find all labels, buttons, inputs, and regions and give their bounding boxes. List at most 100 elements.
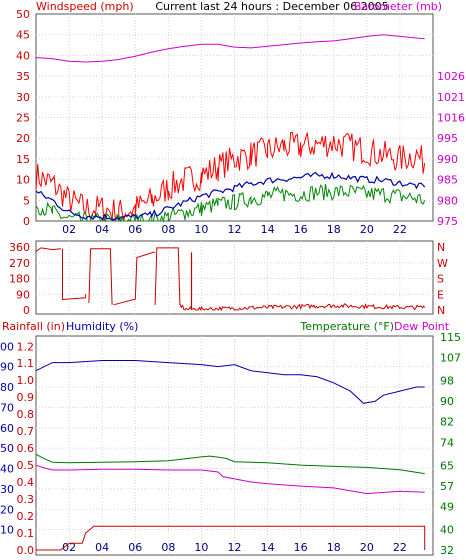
wind-average-line xyxy=(35,171,426,221)
x-tick-label: 06 xyxy=(128,541,142,554)
temperature-tick-label: 65 xyxy=(440,459,454,472)
humidity-axis-label: Humidity (%) xyxy=(66,320,138,333)
temperature-tick-label: 98 xyxy=(440,375,454,388)
x-tick-label: 02 xyxy=(62,541,76,554)
humidity-y-ticks: 10 20 30 40 50 60 70 80 90 100 xyxy=(0,340,14,536)
x-tick-label: 22 xyxy=(393,541,407,554)
x-tick-label: 02 xyxy=(62,223,76,236)
wind-direction-segment xyxy=(35,247,61,252)
temperature-tick-label: 32 xyxy=(440,544,454,557)
rainfall-tick-label: 1.2 xyxy=(17,340,35,353)
x-tick-label: 04 xyxy=(95,541,109,554)
x-tick-label: 16 xyxy=(294,541,308,554)
wind-direction-segment xyxy=(88,248,113,305)
x-tick-label: 16 xyxy=(294,223,308,236)
temperature-tick-label: 82 xyxy=(440,416,454,429)
barometer-tick-label: 1021 xyxy=(437,91,465,104)
rainfall-tick-label: 0.3 xyxy=(17,493,35,506)
x-tick-label: 04 xyxy=(95,223,109,236)
barometer-tick-label: 1026 xyxy=(437,70,465,83)
direction-compass-label: W xyxy=(437,257,448,270)
dew-point-axis-label: Dew Point xyxy=(394,320,450,333)
humidity-tick-label: 30 xyxy=(0,483,14,496)
temperature-axis-label: Temperature (°F) xyxy=(299,320,394,333)
windspeed-tick-label: 50 xyxy=(16,8,30,21)
rainfall-tick-label: 0.5 xyxy=(17,459,35,472)
windspeed-tick-label: 25 xyxy=(16,112,30,125)
direction-degree-label: 0 xyxy=(23,304,30,317)
dew-point-line xyxy=(35,464,425,495)
wind-panel-x-ticks: 02 04 06 08 10 12 14 16 18 20 22 xyxy=(62,223,407,236)
rainfall-tick-label: 0.9 xyxy=(17,391,35,404)
temperature-tick-label: 90 xyxy=(440,395,454,408)
temperature-y-ticks: 32 40 49 57 65 74 82 90 98 107 115 xyxy=(440,331,461,557)
windspeed-tick-label: 20 xyxy=(16,132,30,145)
direction-degree-label: 360 xyxy=(9,241,30,254)
rainfall-tick-label: 0.8 xyxy=(17,408,35,421)
direction-degree-label: 270 xyxy=(9,257,30,270)
humidity-tick-label: 20 xyxy=(0,503,14,516)
humidity-tick-label: 10 xyxy=(0,524,14,537)
wind-direction-segment xyxy=(154,247,181,305)
barometer-tick-label: 985 xyxy=(437,174,458,187)
rainfall-axis-label: Rainfall (in) xyxy=(2,320,65,333)
barometer-line xyxy=(35,34,425,63)
windspeed-tick-label: 5 xyxy=(23,194,30,207)
x-tick-label: 12 xyxy=(228,223,242,236)
temperature-tick-label: 57 xyxy=(440,480,454,493)
rainfall-tick-label: 0.0 xyxy=(17,544,35,557)
x-tick-label: 22 xyxy=(393,223,407,236)
rainfall-y-ticks: 0.0 0.1 0.2 0.3 0.4 0.5 0.6 0.7 0.8 0.9 1.0 1.1 1.2 xyxy=(17,340,35,557)
barometer-tick-label: 1016 xyxy=(437,112,465,125)
humidity-tick-label: 70 xyxy=(0,401,14,414)
direction-compass-label: E xyxy=(437,288,444,301)
windspeed-tick-label: 30 xyxy=(16,91,30,104)
rainfall-tick-label: 1.1 xyxy=(17,357,35,370)
wind-direction-segment xyxy=(113,299,136,306)
wind-direction-series xyxy=(35,247,426,312)
rainfall-line xyxy=(36,525,426,551)
direction-compass-label: N xyxy=(437,304,445,317)
temperature-tick-label: 115 xyxy=(440,331,461,344)
temperature-tick-label: 74 xyxy=(440,436,454,449)
x-tick-label: 06 xyxy=(128,223,142,236)
rainfall-tick-label: 0.2 xyxy=(17,510,35,523)
humidity-tick-label: 100 xyxy=(0,340,14,353)
x-tick-label: 10 xyxy=(194,541,208,554)
direction-degree-ticks: 0 90 180 270 360 xyxy=(9,241,30,317)
barometer-tick-label: 990 xyxy=(437,153,458,166)
x-tick-label: 08 xyxy=(161,541,175,554)
x-tick-label: 12 xyxy=(228,541,242,554)
x-tick-label: 18 xyxy=(327,223,341,236)
direction-compass-label: N xyxy=(437,241,445,254)
rainfall-tick-label: 1.0 xyxy=(17,374,35,387)
windspeed-tick-label: 15 xyxy=(16,153,30,166)
wind-direction-segment xyxy=(134,251,156,300)
barometer-tick-label: 975 xyxy=(437,215,458,228)
x-tick-label: 20 xyxy=(360,541,374,554)
humidity-tick-label: 50 xyxy=(0,442,14,455)
humidity-tick-label: 80 xyxy=(0,381,14,394)
direction-panel-grid xyxy=(36,241,433,314)
x-tick-label: 14 xyxy=(261,223,275,236)
barometer-axis-label: Barometer (mb) xyxy=(354,0,442,13)
windspeed-tick-label: 10 xyxy=(16,174,30,187)
barometer-tick-label: 995 xyxy=(437,132,458,145)
rainfall-tick-label: 0.7 xyxy=(17,425,35,438)
temperature-tick-label: 40 xyxy=(440,523,454,536)
rainfall-tick-label: 0.4 xyxy=(17,476,35,489)
barometer-y-ticks: 975 980 985 990 995 1016 1021 1026 xyxy=(437,70,465,228)
direction-degree-label: 180 xyxy=(9,273,30,286)
temperature-tick-label: 107 xyxy=(440,352,461,365)
temperature-tick-label: 49 xyxy=(440,500,454,513)
x-tick-label: 18 xyxy=(327,541,341,554)
windspeed-tick-label: 35 xyxy=(16,70,30,83)
direction-degree-label: 90 xyxy=(16,288,30,301)
climate-panel-x-ticks: 02 04 06 08 10 12 14 16 18 20 22 xyxy=(62,541,407,554)
direction-compass-label: S xyxy=(437,273,444,286)
humidity-tick-label: 60 xyxy=(0,422,14,435)
x-tick-label: 14 xyxy=(261,541,275,554)
rainfall-tick-label: 0.1 xyxy=(17,527,35,540)
